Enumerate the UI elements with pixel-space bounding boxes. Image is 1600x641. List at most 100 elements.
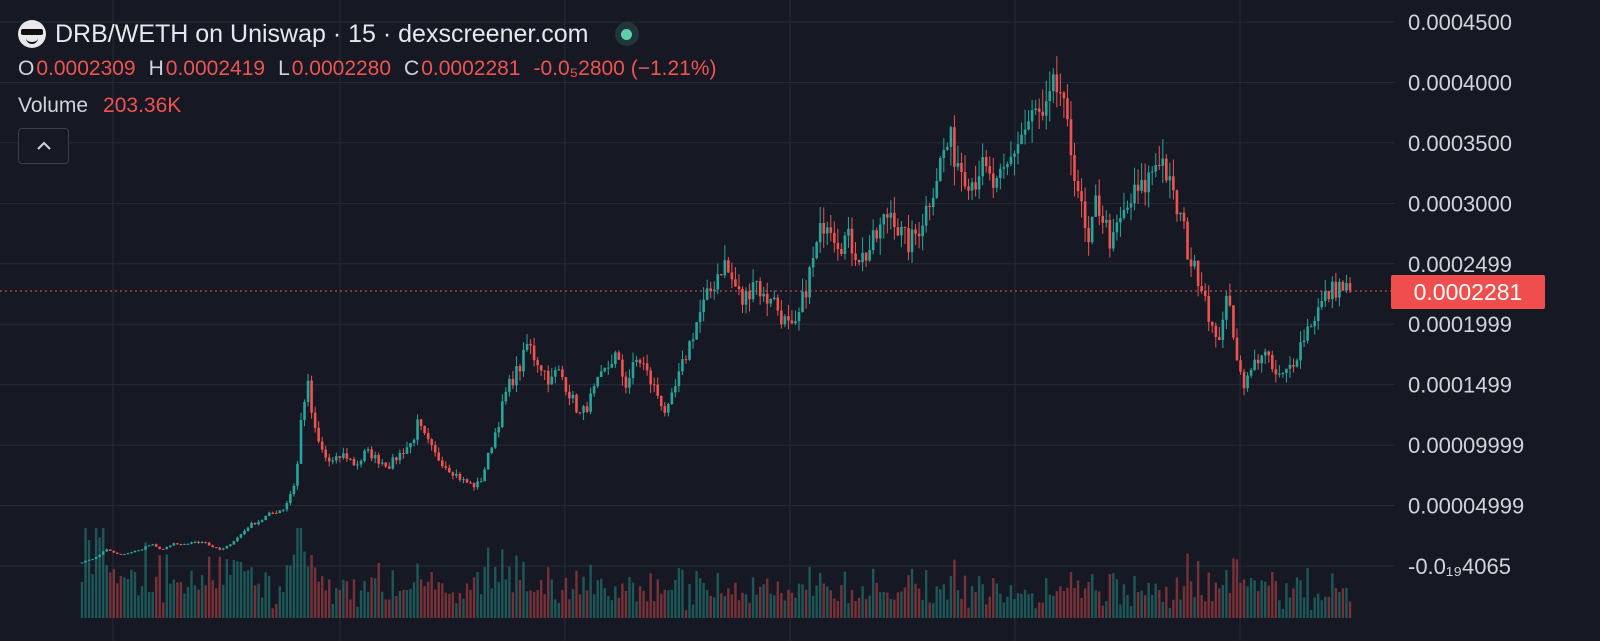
candle-body xyxy=(455,474,458,476)
candle-body xyxy=(691,339,695,342)
volume-bar xyxy=(554,599,557,618)
volume-bar xyxy=(479,594,483,618)
candle-body xyxy=(377,455,380,464)
candle-body xyxy=(409,443,412,448)
candle-body xyxy=(723,260,727,276)
candle-body xyxy=(938,158,942,181)
volume-bar xyxy=(215,588,218,618)
candle-body xyxy=(960,162,963,173)
candle-body xyxy=(1034,108,1037,111)
candle-body xyxy=(698,312,702,323)
volume-bar xyxy=(303,551,306,618)
volume-bar xyxy=(119,576,123,618)
volume-bar xyxy=(236,561,239,618)
candle-body xyxy=(433,445,437,453)
candle-body xyxy=(116,552,119,554)
candle-body xyxy=(1048,91,1052,102)
candle-body xyxy=(772,297,776,299)
volume-bar xyxy=(1299,580,1302,618)
candle-body xyxy=(1260,355,1263,364)
candle-body xyxy=(1080,191,1083,202)
volume-bar xyxy=(974,592,977,618)
volume-bar xyxy=(1013,599,1016,618)
collapse-legend-button[interactable] xyxy=(18,128,69,164)
volume-bar xyxy=(900,591,903,618)
volume-label: Volume xyxy=(18,94,89,117)
last-price-tag: 0.0002281 xyxy=(1391,275,1545,309)
volume-bar xyxy=(674,580,677,618)
candle-body xyxy=(1316,307,1320,322)
candle-body xyxy=(352,459,356,466)
candle-body xyxy=(1179,212,1182,215)
candle-body xyxy=(236,537,239,542)
candle-body xyxy=(840,249,843,255)
candle-body xyxy=(147,545,151,547)
volume-bar xyxy=(939,589,942,618)
candle-body xyxy=(169,545,172,547)
volume-bar xyxy=(123,577,126,618)
candle-body xyxy=(970,182,974,191)
volume-bar xyxy=(1059,586,1062,618)
volume-bar xyxy=(225,559,229,618)
volume-bar xyxy=(257,583,260,618)
volume-bar xyxy=(921,599,924,618)
candle-body xyxy=(967,186,970,191)
volume-bar xyxy=(776,581,780,618)
volume-bar xyxy=(352,579,356,618)
volume-bar xyxy=(285,565,289,618)
volume-bar xyxy=(1136,591,1140,618)
candle-body xyxy=(1221,319,1225,340)
volume-bar xyxy=(1101,605,1104,618)
volume-bar xyxy=(296,528,299,618)
candle-body xyxy=(402,452,405,454)
candle-body xyxy=(857,259,861,263)
volume-bar xyxy=(1327,596,1331,618)
candle-body xyxy=(868,250,871,261)
candle-body xyxy=(515,366,518,386)
volume-bar xyxy=(130,569,133,618)
candle-body xyxy=(264,515,267,521)
candle-body xyxy=(444,466,448,468)
volume-bar xyxy=(617,597,621,618)
green-dot-icon[interactable] xyxy=(614,22,639,46)
volume-bar xyxy=(197,589,200,618)
volume-bar xyxy=(1027,594,1030,618)
volume-bar xyxy=(109,572,112,618)
volume-bar xyxy=(1189,581,1193,618)
volume-bar xyxy=(116,583,119,618)
candle-body xyxy=(924,205,928,226)
candle-body xyxy=(1104,219,1108,223)
volume-bar xyxy=(289,565,292,618)
candle-body xyxy=(854,253,857,260)
high-label: H xyxy=(148,57,164,80)
volume-bar xyxy=(246,570,250,618)
candle-body xyxy=(917,233,921,237)
candle-body xyxy=(1133,184,1136,204)
candle-body xyxy=(472,482,476,488)
candle-body xyxy=(1073,155,1076,182)
volume-bar xyxy=(1041,602,1044,618)
volume-bar xyxy=(1348,601,1352,618)
candle-body xyxy=(847,228,850,236)
volume-bar xyxy=(1126,595,1129,618)
candle-body xyxy=(529,344,532,346)
volume-bar xyxy=(359,590,363,618)
candle-body xyxy=(1256,359,1260,364)
candle-body xyxy=(257,521,260,525)
volume-bar xyxy=(829,590,832,618)
candle-body xyxy=(1150,171,1154,173)
candle-body xyxy=(200,541,204,544)
volume-bar xyxy=(310,555,313,618)
volume-bar xyxy=(677,568,681,618)
volume-bar xyxy=(1249,577,1253,618)
candle-body xyxy=(702,299,705,313)
volume-bar xyxy=(186,587,190,618)
volume-bar xyxy=(1143,595,1147,618)
candle-body xyxy=(1052,74,1055,92)
candle-body xyxy=(243,530,246,535)
candle-body xyxy=(670,392,674,405)
candle-body xyxy=(1232,305,1235,338)
volume-bar xyxy=(409,588,412,618)
candle-body xyxy=(133,551,137,553)
